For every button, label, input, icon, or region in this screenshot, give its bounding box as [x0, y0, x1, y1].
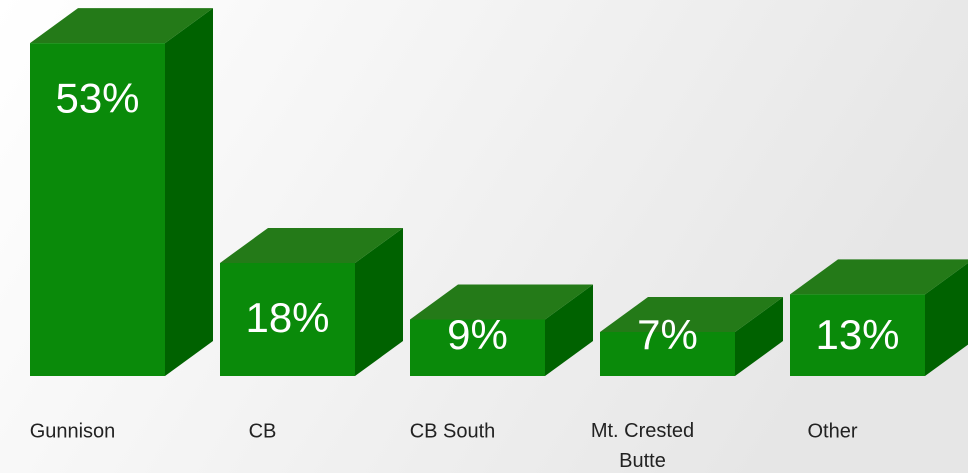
x-tick-label: Other [807, 420, 857, 442]
bar-top [410, 284, 593, 320]
bar-side [545, 284, 593, 376]
bar-top [600, 297, 783, 333]
x-tick-label: Gunnison [30, 420, 116, 442]
bar-top [790, 259, 968, 295]
bar-top [30, 8, 213, 44]
bar [30, 8, 213, 376]
bar [220, 227, 403, 376]
value-label: 18% [245, 294, 329, 341]
bar [410, 284, 593, 376]
value-label: 9% [447, 311, 508, 358]
x-tick-label: Mt. Crested Butte [591, 420, 694, 472]
bar-front [410, 319, 545, 376]
bar-front [600, 332, 735, 376]
value-label: 7% [637, 311, 698, 358]
bar [790, 259, 968, 376]
bar-front [790, 294, 925, 376]
bar-front [220, 262, 355, 376]
bar-side [735, 297, 783, 376]
bar [600, 297, 783, 376]
value-label: 13% [815, 311, 899, 358]
bar-side [165, 8, 213, 376]
value-label: 53% [55, 74, 139, 121]
bar-top [220, 227, 403, 263]
x-tick-label: CB [249, 420, 277, 442]
bar-front [30, 43, 165, 376]
bar-side [355, 227, 403, 376]
x-tick-label: CB South [410, 420, 496, 442]
bar-side [925, 263, 968, 376]
